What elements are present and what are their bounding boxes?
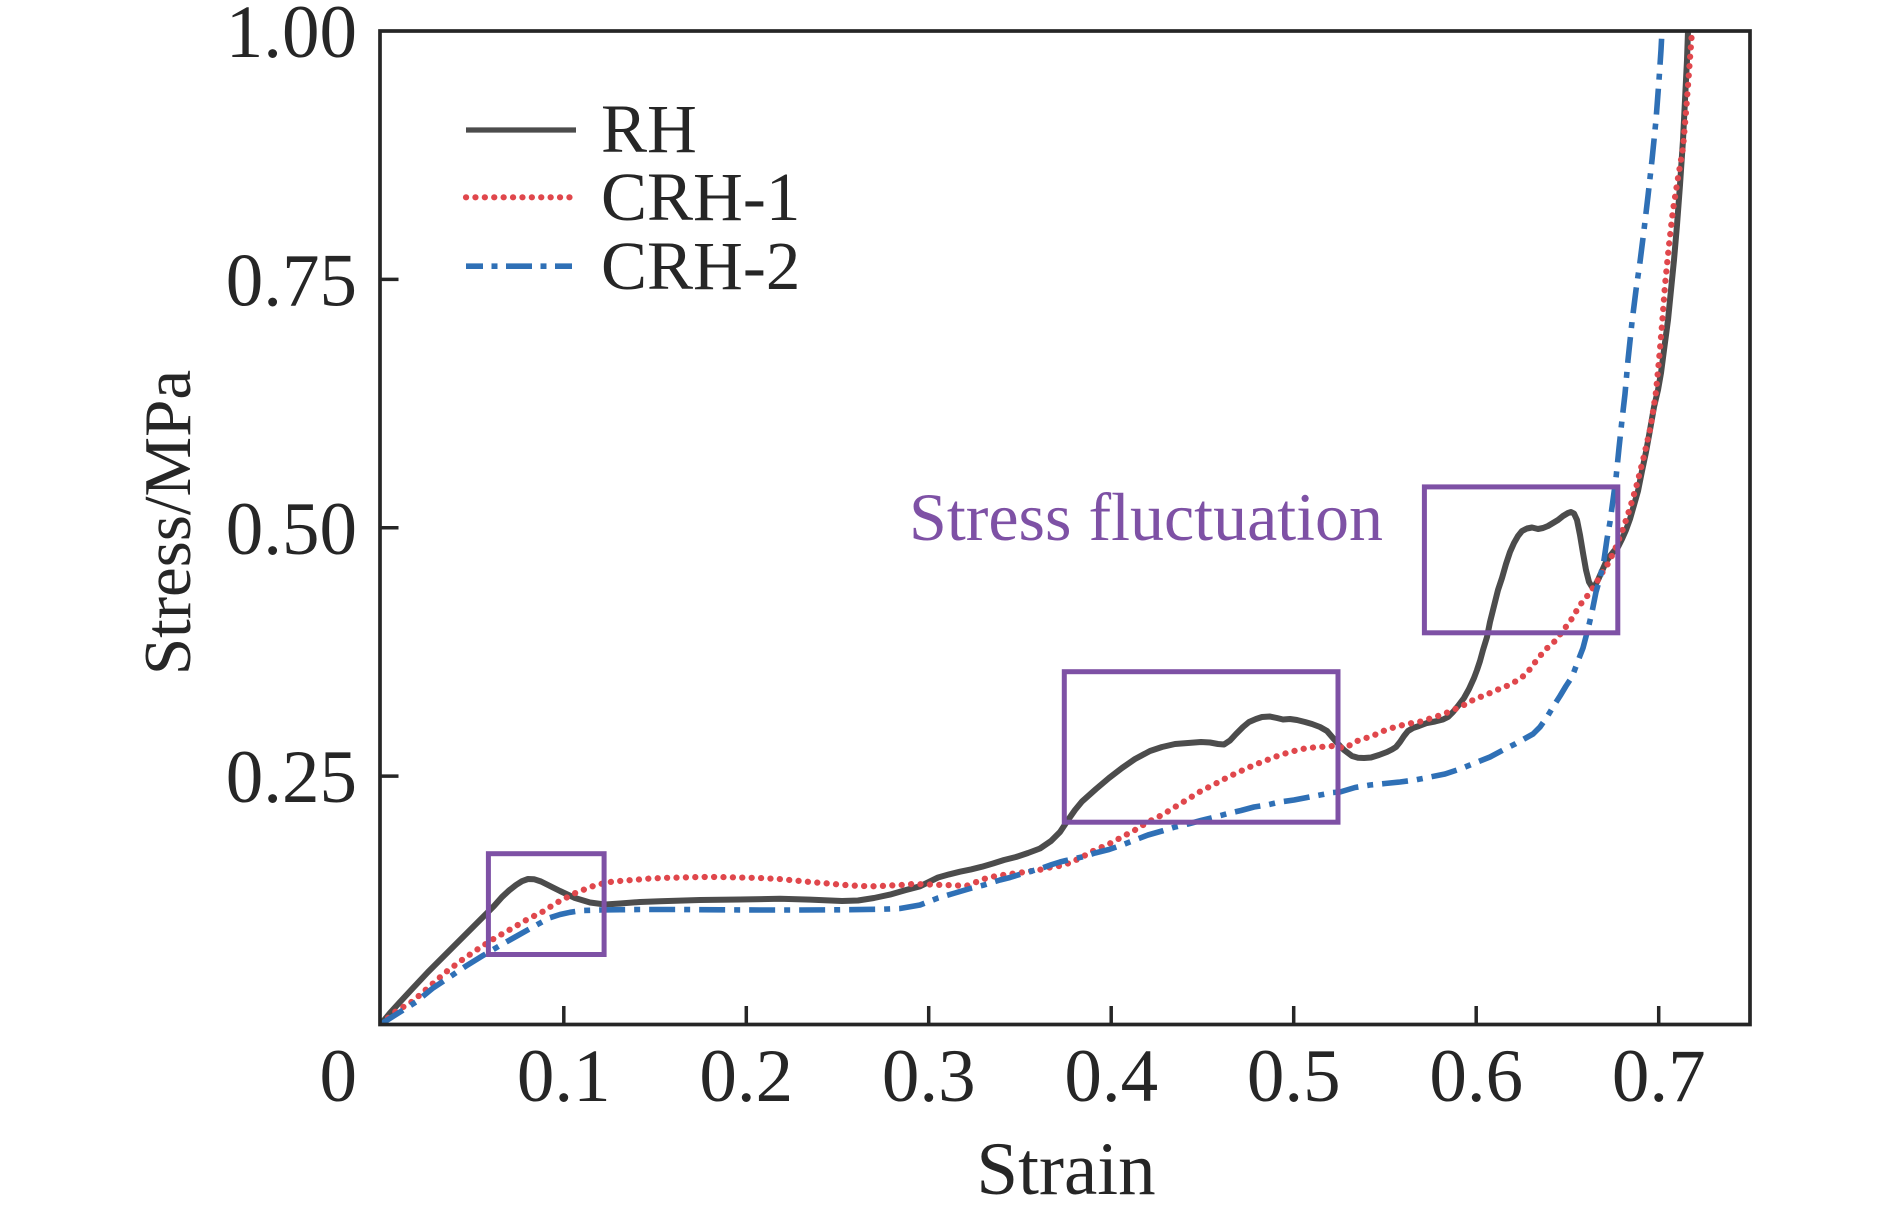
svg-text:Stress fluctuation: Stress fluctuation [909, 479, 1383, 555]
svg-text:Strain: Strain [976, 1128, 1155, 1210]
svg-text:RH: RH [601, 91, 697, 167]
svg-text:CRH-1: CRH-1 [601, 159, 800, 235]
svg-text:0.3: 0.3 [882, 1035, 976, 1118]
svg-text:0.6: 0.6 [1429, 1035, 1523, 1118]
svg-text:0.75: 0.75 [226, 239, 357, 322]
svg-text:0.2: 0.2 [699, 1035, 793, 1118]
svg-text:0.1: 0.1 [517, 1035, 611, 1118]
svg-text:0.7: 0.7 [1612, 1035, 1706, 1118]
svg-text:1.00: 1.00 [226, 0, 357, 74]
svg-text:Stress/MPa: Stress/MPa [131, 370, 205, 675]
svg-text:0.5: 0.5 [1247, 1035, 1341, 1118]
svg-text:CRH-2: CRH-2 [601, 228, 800, 304]
svg-text:0.50: 0.50 [226, 488, 357, 571]
svg-text:0: 0 [320, 1035, 358, 1118]
svg-text:0.25: 0.25 [226, 736, 357, 819]
svg-text:0.4: 0.4 [1064, 1035, 1158, 1118]
